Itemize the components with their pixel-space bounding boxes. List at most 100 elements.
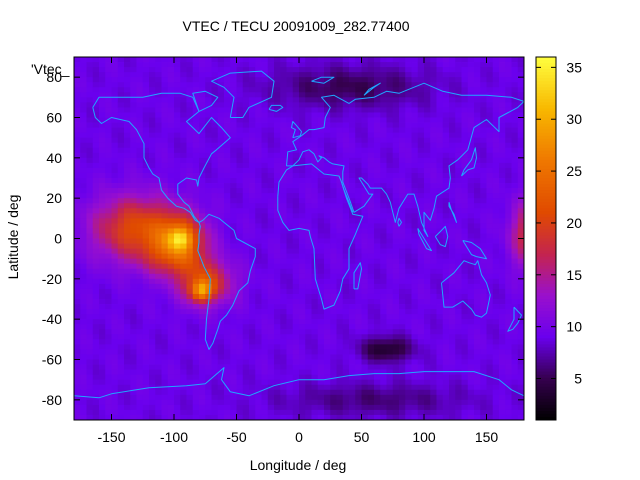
heatmap-cell — [211, 278, 219, 285]
heatmap-cell — [155, 193, 162, 199]
heatmap-cell — [180, 223, 187, 229]
heatmap-cell — [492, 62, 500, 68]
heatmap-cell — [492, 72, 500, 78]
heatmap-cell — [255, 193, 262, 199]
heatmap-cell — [430, 404, 437, 411]
heatmap-cell — [211, 354, 219, 360]
heatmap-cell — [217, 304, 225, 310]
heatmap-cell — [405, 354, 412, 360]
heatmap-cell — [349, 172, 356, 179]
heatmap-cell — [411, 409, 419, 416]
heatmap-cell — [374, 268, 381, 275]
heatmap-cell — [180, 228, 187, 234]
heatmap-cell — [336, 384, 344, 391]
heatmap-cell — [461, 344, 469, 350]
heatmap-cell — [280, 324, 287, 330]
heatmap-cell — [330, 188, 337, 194]
heatmap-cell — [399, 97, 406, 103]
heatmap-cell — [424, 278, 431, 285]
heatmap-cell — [492, 344, 500, 350]
heatmap-cell — [474, 102, 481, 108]
heatmap-cell — [492, 329, 500, 335]
heatmap-cell — [436, 233, 444, 239]
heatmap-cell — [80, 178, 87, 184]
heatmap-cell — [142, 117, 150, 123]
heatmap-cell — [130, 87, 137, 93]
heatmap-cell — [280, 389, 287, 396]
heatmap-cell — [136, 384, 144, 391]
heatmap-cell — [111, 203, 119, 209]
heatmap-cell — [280, 132, 287, 139]
heatmap-cell — [167, 188, 175, 194]
heatmap-cell — [317, 243, 325, 249]
heatmap-cell — [174, 82, 181, 88]
heatmap-cell — [286, 364, 294, 370]
heatmap-cell — [180, 62, 187, 68]
heatmap-cell — [274, 344, 281, 350]
heatmap-cell — [267, 248, 275, 255]
heatmap-cell — [355, 228, 362, 234]
heatmap-cell — [399, 404, 406, 411]
heatmap-cell — [86, 137, 94, 144]
heatmap-cell — [167, 208, 175, 214]
heatmap-cell — [267, 77, 275, 83]
heatmap-cell — [261, 162, 269, 169]
heatmap-cell — [424, 248, 431, 255]
heatmap-cell — [149, 67, 156, 73]
heatmap-cell — [117, 92, 125, 98]
heatmap-cell — [186, 399, 194, 406]
heatmap-cell — [342, 414, 350, 421]
heatmap-cell — [367, 324, 375, 330]
heatmap-cell — [480, 268, 487, 275]
heatmap-cell — [299, 409, 306, 416]
heatmap-cell — [411, 122, 419, 128]
heatmap-cell — [255, 359, 262, 365]
heatmap-cell — [217, 203, 225, 209]
heatmap-cell — [499, 137, 506, 144]
heatmap-cell — [492, 67, 500, 73]
heatmap-cell — [480, 72, 487, 78]
heatmap-cell — [211, 359, 219, 365]
heatmap-cell — [461, 137, 469, 144]
heatmap-cell — [392, 77, 400, 83]
heatmap-cell — [192, 203, 200, 209]
heatmap-cell — [205, 218, 212, 224]
heatmap-cell — [105, 339, 112, 345]
heatmap-cell — [117, 273, 125, 280]
heatmap-cell — [317, 314, 325, 320]
heatmap-cell — [399, 193, 406, 199]
heatmap-cell — [355, 77, 362, 83]
heatmap-cell — [480, 339, 487, 345]
heatmap-cell — [355, 324, 362, 330]
heatmap-cell — [417, 137, 425, 144]
heatmap-cell — [142, 379, 150, 386]
heatmap-cell — [274, 238, 281, 244]
heatmap-cell — [186, 299, 194, 305]
heatmap-cell — [255, 213, 262, 219]
heatmap-cell — [386, 203, 394, 209]
heatmap-cell — [192, 107, 200, 113]
heatmap-cell — [311, 278, 319, 285]
heatmap-cell — [192, 87, 200, 93]
heatmap-cell — [317, 228, 325, 234]
heatmap-cell — [92, 183, 100, 189]
heatmap-cell — [80, 399, 87, 406]
heatmap-cell — [474, 389, 481, 396]
heatmap-cell — [142, 157, 150, 164]
heatmap-cell — [261, 228, 269, 234]
heatmap-cell — [155, 62, 162, 68]
heatmap-cell — [180, 314, 187, 320]
heatmap-cell — [242, 258, 250, 265]
heatmap-cell — [99, 107, 106, 113]
heatmap-cell — [155, 92, 162, 98]
heatmap-cell — [174, 218, 181, 224]
heatmap-cell — [161, 248, 169, 255]
heatmap-cell — [136, 404, 144, 411]
heatmap-cell — [180, 178, 187, 184]
heatmap-cell — [367, 319, 375, 325]
heatmap-cell — [205, 334, 212, 340]
heatmap-cell — [99, 152, 106, 159]
heatmap-cell — [174, 137, 181, 144]
heatmap-cell — [99, 198, 106, 204]
heatmap-cell — [74, 344, 81, 350]
